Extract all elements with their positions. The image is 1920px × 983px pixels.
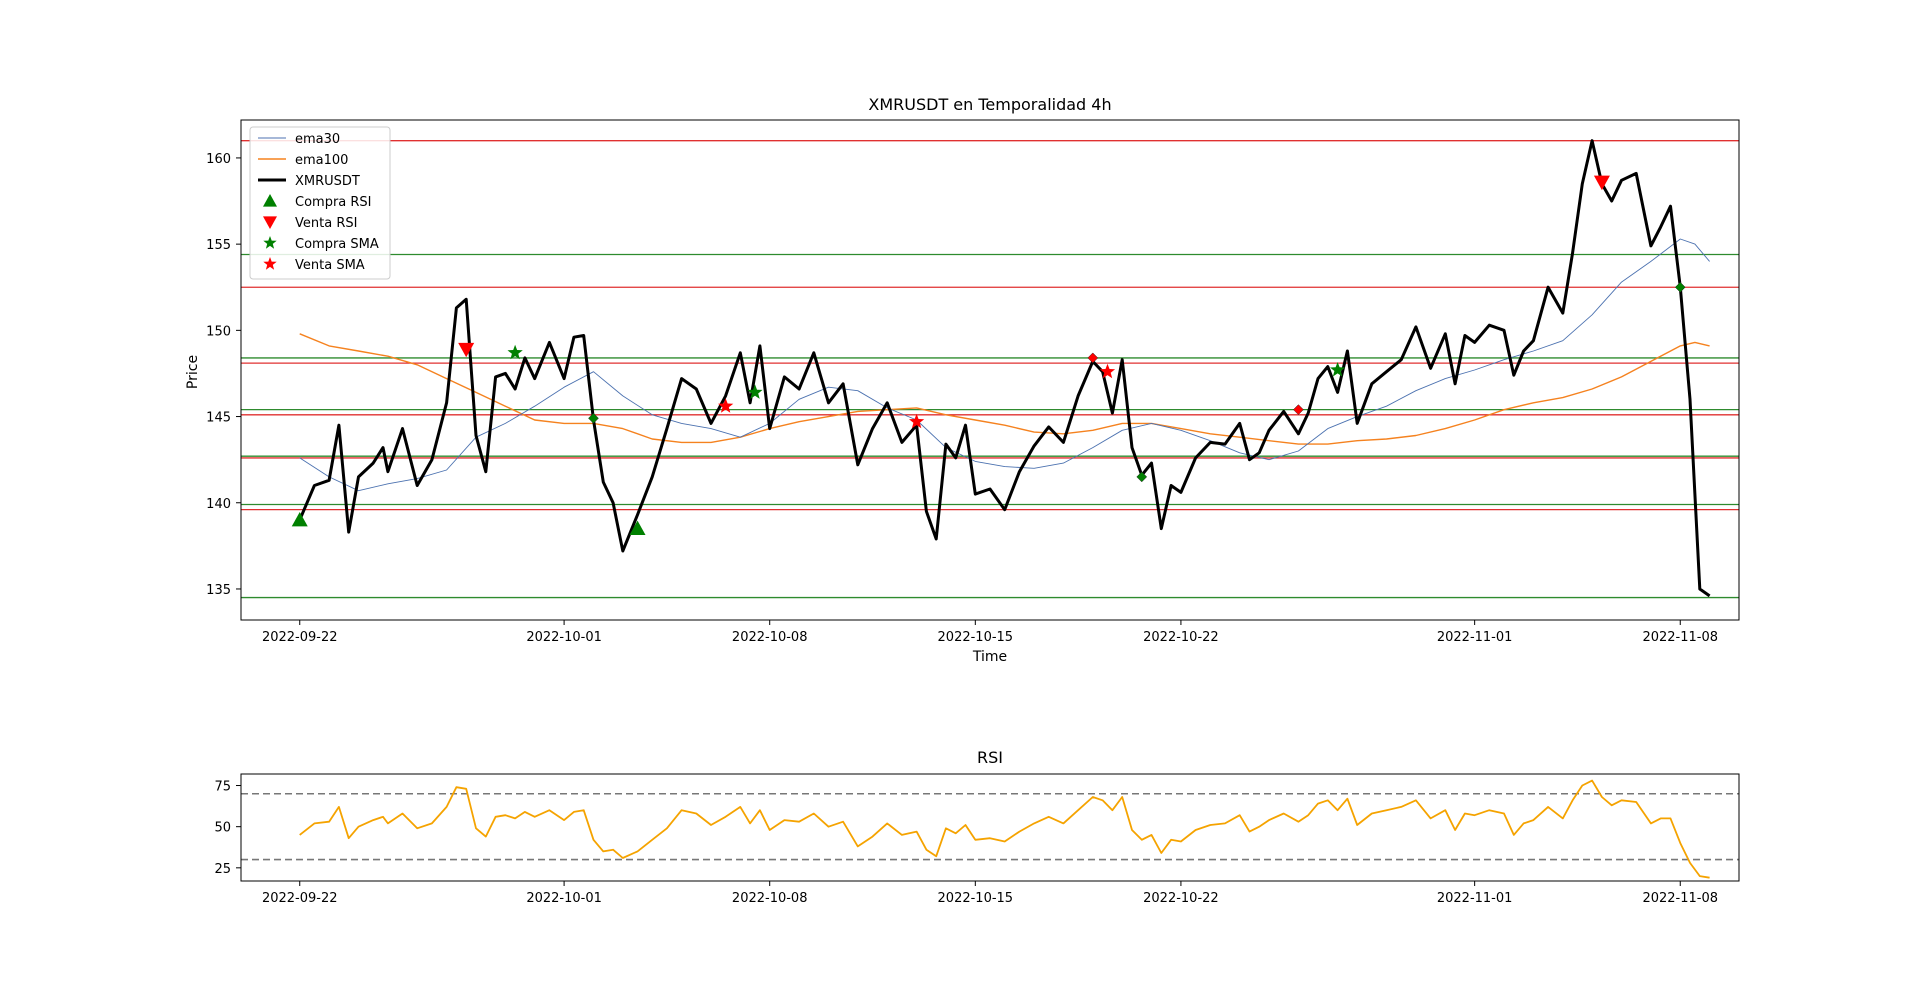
legend-label-compra-sma: Compra SMA: [295, 237, 379, 252]
price-x-tick-label-4: 2022-10-22: [1143, 630, 1219, 645]
legend-label-ema100: ema100: [295, 153, 348, 168]
price-x-ticks: 2022-09-22 2022-10-01 2022-10-08 2022-10-15…: [262, 620, 1718, 645]
price-axes-border: [240, 119, 1740, 621]
price-x-tick-label-5: 2022-11-01: [1437, 630, 1513, 645]
rsi-axes-border: [240, 773, 1740, 882]
rsi-line: [299, 779, 1710, 879]
venta-sma-marker-0: [718, 398, 734, 413]
legend-box: [249, 126, 391, 280]
rsi-x-tick-label-2: 2022-10-08: [732, 891, 808, 906]
price-y-axis-label: Price: [185, 355, 201, 389]
compra-rsi-marker-0: [291, 512, 308, 527]
rsi-x-tick-label-6: 2022-11-08: [1642, 891, 1718, 906]
legend: ema30 ema100 XMRUSDT Compra RSI Venta RSI Com…: [249, 126, 391, 280]
compra-sma-marker-0: [507, 344, 523, 360]
legend-label-venta-rsi: Venta RSI: [295, 216, 357, 231]
legend-label-compra-rsi: Compra RSI: [295, 195, 372, 210]
price-y-tick-label-1: 140: [206, 497, 231, 512]
signal-diamond-3: [1293, 404, 1304, 416]
price-x-tick-label-0: 2022-09-22: [262, 630, 338, 645]
rsi-series-layer: [299, 779, 1710, 879]
signal-diamond-1: [1087, 352, 1099, 364]
price-x-axis-label: Time: [972, 649, 1007, 665]
rsi-x-tick-label-1: 2022-10-01: [526, 891, 602, 906]
series-line-ema30: [299, 238, 1710, 492]
rsi-chart: RSI 2022-09-22 2022-10-01 2022-10-08 2022-1…: [214, 748, 1740, 906]
rsi-y-tick-label-1: 50: [214, 821, 231, 836]
legend-swatch-compra-rsi: [263, 194, 277, 207]
rsi-y-ticks: 25 50 75: [214, 780, 241, 877]
price-y-tick-label-2: 145: [206, 411, 231, 426]
markers-layer: [291, 175, 1686, 536]
series-layer: [298, 139, 1711, 598]
venta-sma-marker-1: [909, 413, 925, 429]
rsi-chart-title: RSI: [977, 748, 1003, 767]
rsi-y-tick-label-2: 75: [214, 780, 231, 795]
rsi-threshold-lines: [241, 792, 1739, 861]
price-y-tick-label-5: 160: [206, 152, 231, 167]
rsi-x-tick-label-4: 2022-10-22: [1143, 891, 1219, 906]
signal-diamond-2: [1136, 471, 1148, 483]
compra-rsi-marker-1: [629, 520, 646, 536]
signal-diamond-4: [1674, 281, 1686, 293]
price-y-tick-label-3: 150: [206, 324, 231, 339]
legend-label-ema30: ema30: [295, 132, 340, 147]
legend-swatch-compra-sma: [263, 236, 277, 249]
price-x-tick-label-6: 2022-11-08: [1642, 630, 1718, 645]
price-axes-frame: [241, 120, 1739, 620]
legend-swatch-venta-rsi: [263, 216, 277, 229]
legend-label-xmrusdt: XMRUSDT: [295, 174, 360, 189]
level-lines: [241, 140, 1739, 599]
rsi-x-tick-label-5: 2022-11-01: [1437, 891, 1513, 906]
legend-swatch-venta-sma: [263, 257, 277, 270]
compra-sma-marker-1: [747, 384, 763, 399]
rsi-y-tick-label-0: 25: [214, 862, 231, 877]
legend-label-venta-sma: Venta SMA: [295, 258, 365, 273]
series-line-ema100: [299, 333, 1710, 445]
venta-rsi-marker-0: [458, 342, 475, 358]
price-y-tick-label-0: 135: [206, 583, 231, 598]
price-y-ticks: 135 140 145 150 155 160: [206, 152, 241, 598]
signal-diamond-0: [588, 412, 599, 424]
series-line-xmrusdt: [298, 139, 1711, 598]
compra-sma-marker-2: [1330, 362, 1346, 377]
price-chart: XMRUSDT en Temporalidad 4h 2022-09-22 202…: [185, 95, 1740, 665]
rsi-x-tick-label-0: 2022-09-22: [262, 891, 338, 906]
venta-rsi-marker-1: [1593, 175, 1610, 191]
price-chart-title: XMRUSDT en Temporalidad 4h: [868, 95, 1111, 114]
rsi-x-tick-label-3: 2022-10-15: [938, 891, 1014, 906]
price-x-tick-label-3: 2022-10-15: [938, 630, 1014, 645]
rsi-x-ticks: 2022-09-22 2022-10-01 2022-10-08 2022-10-15…: [262, 881, 1718, 906]
price-y-tick-label-4: 155: [206, 238, 231, 253]
price-x-tick-label-2: 2022-10-08: [732, 630, 808, 645]
price-x-tick-label-1: 2022-10-01: [526, 630, 602, 645]
venta-sma-marker-2: [1099, 363, 1116, 379]
